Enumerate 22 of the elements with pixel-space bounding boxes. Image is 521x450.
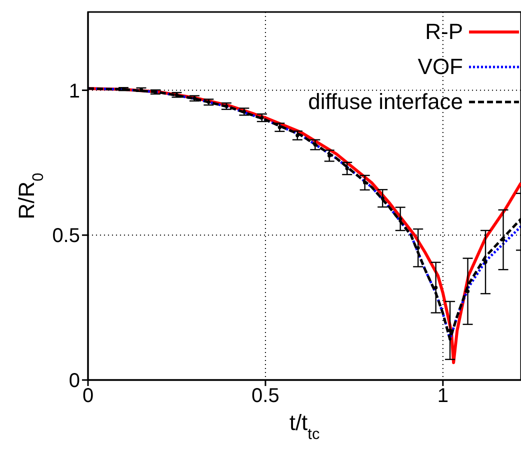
point (484, 260, 488, 264)
point (278, 126, 282, 130)
legend-label: diffuse interface (308, 88, 463, 116)
point (380, 196, 384, 200)
point (313, 142, 317, 147)
x-tick-label: 1 (437, 385, 448, 408)
point (501, 238, 506, 242)
point (448, 328, 452, 332)
y-tick-label: 1 (68, 80, 80, 102)
point (398, 217, 402, 221)
x-tick-label: 0.5 (252, 385, 280, 408)
point (345, 166, 349, 170)
legend-label: R-P (425, 18, 463, 46)
y-tick-label: 0 (68, 370, 80, 392)
point (416, 246, 420, 250)
y-tick-label: 0.5 (52, 225, 80, 248)
point (328, 154, 332, 158)
point (434, 286, 438, 290)
x-axis-title: t/t$_{tc}$ (289, 410, 320, 442)
legend-label: VOF (418, 53, 463, 81)
point (466, 290, 470, 294)
point (296, 134, 300, 138)
